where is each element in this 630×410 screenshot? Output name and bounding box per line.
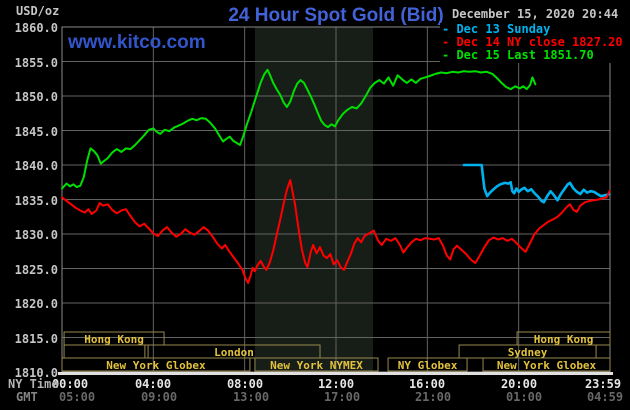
y-tick-label: 1840.0 [14, 159, 58, 173]
chart-timestamp: December 15, 2020 20:44 [452, 7, 619, 21]
y-tick-label: 1815.0 [14, 331, 58, 346]
session-label: New York Globex [106, 359, 206, 372]
x-tick-ny-time: 12:00 [317, 377, 355, 391]
x-tick-ny-time: 20:00 [500, 377, 538, 391]
y-tick-label: 1830.0 [14, 228, 58, 242]
x-tick-ny-time: 04:00 [134, 377, 172, 391]
legend: - Dec 13 Sunday - Dec 14 NY close 1827.20… [440, 23, 625, 63]
y-tick-label: 1855.0 [14, 55, 58, 70]
session-label: NY Globex [398, 359, 458, 372]
price-line-dec-13-sunday [462, 163, 611, 204]
y-tick-label: 1850.0 [14, 90, 58, 104]
y-tick-label: 1820.0 [14, 297, 58, 311]
x-tick-gmt: 01:00 [505, 390, 543, 404]
x-tick-gmt: 09:00 [140, 390, 178, 404]
legend-item: - Dec 15 Last 1851.70 [442, 48, 594, 62]
y-axis-unit-label: USD/oz [16, 4, 60, 18]
session-label: New York Globex [497, 359, 597, 372]
x-tick-gmt: 04:59 [586, 390, 624, 404]
session-label: Hong Kong [84, 333, 144, 346]
x-tick-ny-time: 08:00 [226, 377, 264, 391]
kitco-watermark: www.kitco.com [68, 32, 206, 53]
session-box-new-york-nymex [254, 357, 379, 372]
session-label: New York NYMEX [270, 359, 363, 372]
gmt-axis-label: GMT [16, 390, 38, 404]
y-tick-label: 1810.0 [14, 366, 58, 380]
y-tick-label: 1860.0 [14, 21, 58, 35]
y-tick-label: 1835.0 [14, 193, 58, 208]
session-box-ny-globex [387, 357, 468, 372]
y-tick-label: 1845.0 [14, 124, 58, 139]
ny-time-axis-label: NY Time [8, 377, 59, 391]
price-line-dec-14-ny-close-1827.20 [61, 179, 611, 284]
legend-item: - Dec 14 NY close 1827.20 [442, 35, 623, 49]
session-label: Sydney [508, 346, 548, 359]
x-tick-ny-time: 00:00 [51, 377, 89, 391]
x-tick-gmt: 05:00 [58, 390, 96, 404]
price-line-dec-15-last-1851.70 [61, 68, 537, 190]
y-tick-label: 1825.0 [14, 262, 58, 277]
session-label: Hong Kong [534, 333, 594, 346]
x-tick-gmt: 21:00 [414, 390, 452, 404]
session-box [63, 344, 146, 359]
session-label: London [214, 346, 254, 359]
session-box-new-york-globex [61, 357, 251, 372]
x-tick-ny-time: 16:00 [408, 377, 446, 391]
x-tick-gmt: 17:00 [323, 390, 361, 404]
page-title: 24 Hour Spot Gold (Bid) [228, 5, 444, 26]
x-tick-gmt: 13:00 [232, 390, 270, 404]
session-box-new-york-globex [482, 357, 611, 372]
legend-item: - Dec 13 Sunday [442, 22, 551, 36]
x-tick-ny-time: 23:59 [584, 377, 622, 391]
